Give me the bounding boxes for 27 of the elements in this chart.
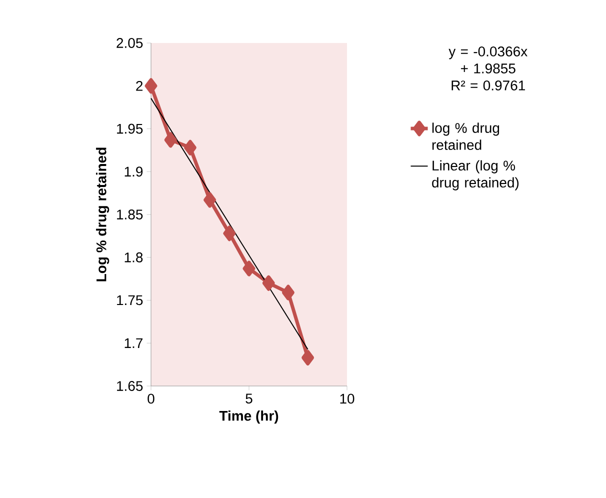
point [184,140,196,156]
y-tick-label: 1.85 [117,210,143,220]
y-tick-label: 1.65 [117,381,143,391]
legend-label: log % drug retained [432,122,500,150]
y-tick-label: 1.8 [124,252,143,262]
point [262,275,275,291]
y-axis-title: Log % drug retained [96,148,110,282]
x-tick-label: 0 [148,394,154,404]
text: R² = 0.9761 [452,80,525,90]
x-tick-label: 10 [340,394,354,404]
point [282,284,294,300]
x-tick-label: 5 [246,394,252,404]
y-tick-label: 2.05 [116,38,143,48]
y-tick-label: 1.95 [117,124,143,134]
y-tick-label: 1.75 [117,295,143,306]
text: y = -0.0366x + 1.9855 [448,46,528,74]
point [242,260,256,276]
point [164,132,177,148]
legend-label: Linear (log % drug retained) [432,160,519,190]
y-tick-label: 1.7 [124,338,143,348]
point [223,226,236,242]
y-tick-label: 1.9 [124,166,143,177]
x-axis-title: Time (hr) [219,410,278,424]
point [204,192,216,208]
point [302,350,314,366]
point [144,78,158,94]
y-tick-label: 2 [136,80,143,91]
